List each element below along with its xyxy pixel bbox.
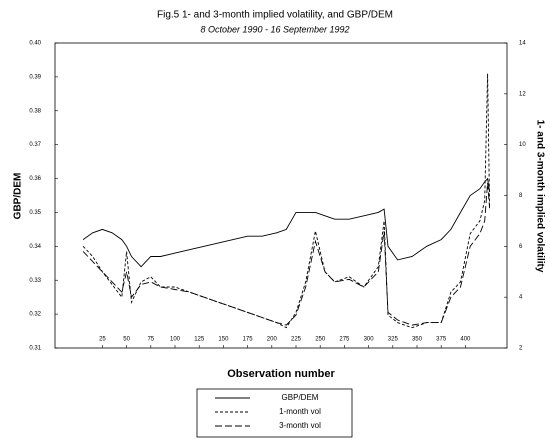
y-tick-label: 0.39 — [29, 74, 41, 80]
legend-label: GBP/DEM — [282, 393, 319, 402]
y-tick-label: 0.32 — [29, 312, 41, 318]
x-tick-label: 50 — [123, 337, 130, 343]
y-tick-label: 0.36 — [29, 176, 41, 182]
y-tick-label: 0.40 — [29, 41, 41, 47]
y-tick-label: 0.33 — [29, 278, 41, 284]
x-tick-label: 100 — [170, 337, 181, 343]
series-line — [82, 182, 491, 326]
y2-tick-label: 6 — [519, 244, 523, 250]
y2-tick-label: 8 — [519, 193, 523, 199]
chart-title: Fig.5 1- and 3-month implied volatility,… — [157, 10, 393, 21]
x-tick-label: 150 — [218, 337, 229, 343]
y-tick-label: 0.37 — [29, 142, 41, 148]
y2-tick-label: 2 — [519, 346, 523, 352]
legend-box — [196, 388, 353, 438]
x-tick-label: 325 — [388, 337, 399, 343]
y-tick-label: 0.38 — [29, 108, 41, 114]
x-tick-label: 200 — [267, 337, 278, 343]
x-tick-label: 250 — [315, 337, 326, 343]
y2-tick-label: 14 — [519, 41, 526, 47]
x-tick-label: 125 — [194, 337, 205, 343]
x-tick-label: 400 — [460, 337, 471, 343]
x-tick-label: 375 — [436, 337, 447, 343]
x-tick-label: 225 — [291, 337, 302, 343]
chart-subtitle: 8 October 1990 - 16 September 1992 — [200, 24, 349, 34]
x-tick-label: 75 — [147, 337, 154, 343]
plot-frame — [54, 42, 508, 349]
x-axis-label: Observation number — [227, 368, 335, 380]
y2-tick-label: 10 — [519, 142, 526, 148]
x-tick-label: 25 — [99, 337, 106, 343]
y-tick-label: 0.35 — [29, 210, 41, 216]
legend-label: 3-month vol — [279, 421, 321, 430]
series-line — [82, 73, 491, 329]
x-tick-label: 300 — [364, 337, 375, 343]
x-tick-label: 275 — [339, 337, 350, 343]
y2-tick-label: 4 — [519, 295, 523, 301]
x-tick-label: 175 — [243, 337, 254, 343]
series-line — [82, 177, 491, 268]
y-tick-label: 0.34 — [29, 244, 41, 250]
y2-axis-label: 1- and 3-month implied volatility — [534, 120, 545, 273]
y-axis-label: GBP/DEM — [13, 173, 24, 220]
y2-tick-label: 12 — [519, 91, 526, 97]
y-tick-label: 0.31 — [29, 346, 41, 352]
x-tick-label: 350 — [412, 337, 423, 343]
legend-label: 1-month vol — [279, 407, 321, 416]
